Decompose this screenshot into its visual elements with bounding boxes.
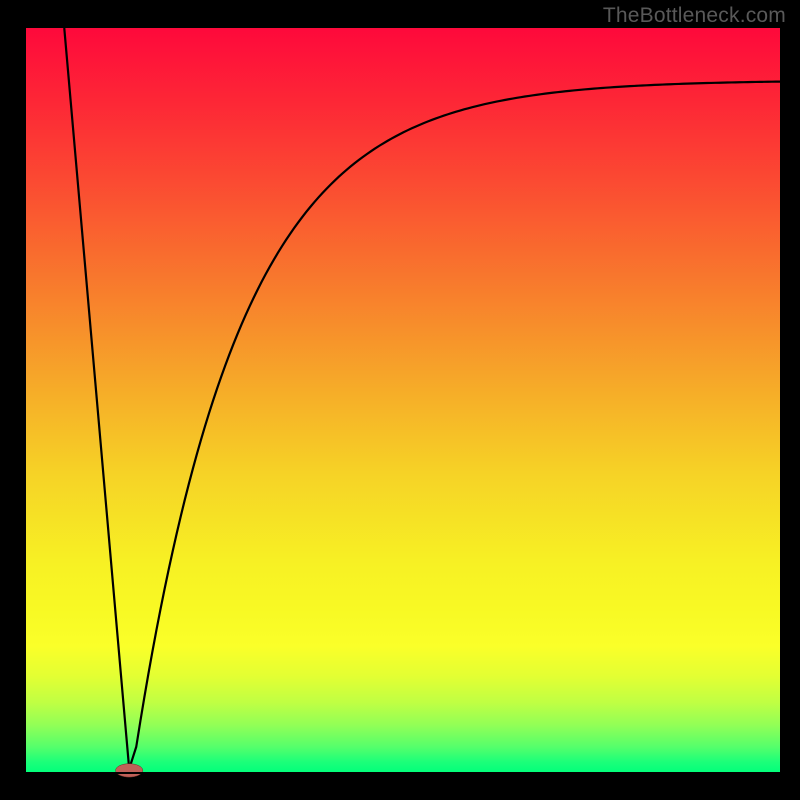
- plot-background: [25, 28, 780, 773]
- watermark-label: TheBottleneck.com: [603, 4, 786, 28]
- optimal-point-marker: [116, 764, 143, 777]
- bottleneck-plot: [0, 0, 800, 800]
- root-container: TheBottleneck.com: [0, 0, 800, 800]
